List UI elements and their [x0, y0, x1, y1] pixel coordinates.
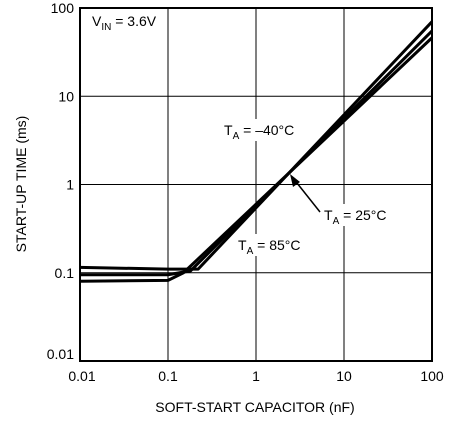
y-tick-label: 10 — [58, 88, 74, 104]
x-tick-label: 10 — [336, 368, 352, 384]
y-tick-label: 100 — [51, 0, 75, 16]
annotation-25: TA = 25°C — [324, 207, 386, 227]
x-tick-label: 0.01 — [68, 368, 95, 384]
annotation-bg-85 — [236, 234, 318, 256]
series-line-85c — [79, 36, 434, 283]
y-tick-label: 0.01 — [47, 346, 74, 362]
annotation-bg-25 — [322, 204, 408, 226]
annotation-minus40-rest: = –40°C — [239, 122, 294, 138]
y-tick-labels: 0.01 0.1 1 10 100 — [47, 0, 74, 362]
y-tick-label: 1 — [66, 177, 74, 193]
x-tick-labels: 0.01 0.1 1 10 100 — [68, 368, 444, 384]
annotation-85-main: T — [238, 237, 247, 253]
annotation-85-rest: = 85°C — [253, 237, 300, 253]
y-axis-title: START-UP TIME (ms) — [13, 116, 29, 253]
leader-arrow-25 — [290, 174, 321, 213]
x-tick-label: 0.1 — [158, 368, 178, 384]
annotation-85: TA = 85°C — [238, 237, 300, 257]
x-tick-label: 1 — [252, 368, 260, 384]
annotation-85-sub: A — [247, 246, 254, 257]
annotation-25-rest: = 25°C — [339, 207, 386, 223]
grid-lines — [80, 8, 432, 361]
y-tick-label: 0.1 — [55, 265, 75, 281]
x-axis-title: SOFT-START CAPACITOR (nF) — [155, 399, 354, 415]
annotation-25-sub: A — [333, 216, 340, 227]
condition-sub: IN — [101, 22, 111, 33]
condition-main: V — [92, 13, 102, 29]
condition-label: VIN = 3.6V — [92, 13, 157, 33]
annotation-minus40-sub: A — [233, 131, 240, 142]
annotation-25-main: T — [324, 207, 333, 223]
annotation-minus40-main: T — [224, 122, 233, 138]
annotation-bg-minus40 — [222, 119, 314, 141]
series-curves — [79, 20, 434, 283]
plot-frame — [79, 7, 433, 362]
condition-rest: = 3.6V — [111, 13, 156, 29]
annotation-minus40: TA = –40°C — [224, 122, 294, 142]
x-tick-label: 100 — [420, 368, 444, 384]
